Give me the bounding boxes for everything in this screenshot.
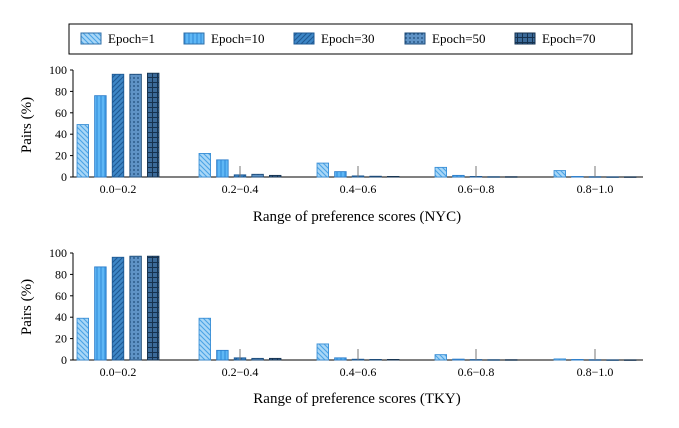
tky-y-axis-title: Pairs (%): [19, 279, 35, 335]
nyc-x-tick-label: 0.6−0.8: [458, 182, 495, 196]
tky-bar-epoch-10: [216, 349, 229, 361]
nyc-bar-epoch-1: [553, 170, 566, 178]
nyc-bar-epoch-50: [251, 173, 264, 178]
tky-bar-epoch-30: [111, 256, 125, 361]
tky-x-tick-label: 0.6−0.8: [458, 365, 495, 379]
tky-bar-epoch-1: [434, 354, 447, 361]
nyc-y-tick-label: 60: [55, 106, 67, 120]
nyc-y-tick-label: 20: [55, 149, 67, 163]
nyc-bar-epoch-50: [487, 176, 500, 178]
nyc-y-tick-label: 100: [49, 63, 67, 77]
tky-bar-epoch-70: [505, 359, 518, 361]
nyc-bar-epoch-10: [334, 171, 347, 178]
tky-x-tick-label: 0.8−1.0: [577, 365, 614, 379]
tky-y-tick-label: 60: [55, 289, 67, 303]
tky-bar-epoch-70: [146, 255, 160, 361]
legend-entry-epoch-1: Epoch=1: [80, 31, 155, 46]
tky-bar-epoch-50: [606, 359, 619, 361]
legend-label-epoch-70: Epoch=70: [542, 31, 596, 46]
nyc-bar-epoch-10: [452, 174, 465, 178]
legend-swatch-epoch-70: [514, 32, 536, 45]
nyc-x-axis-title: Range of preference scores (NYC): [253, 209, 461, 225]
tky-x-tick-label: 0.4−0.6: [340, 365, 377, 379]
tky-bar-epoch-10: [452, 358, 465, 361]
legend-entry-epoch-30: Epoch=30: [293, 31, 375, 46]
legend-label-epoch-1: Epoch=1: [108, 31, 155, 46]
tky-bar-epoch-10: [334, 357, 347, 361]
tky-x-tick-label: 0.0−0.2: [100, 365, 137, 379]
tky-bar-epoch-70: [624, 359, 637, 361]
legend-entry-epoch-10: Epoch=10: [183, 31, 265, 46]
nyc-bar-epoch-30: [111, 73, 125, 178]
legend-box: [68, 23, 633, 55]
nyc-bar-epoch-50: [369, 175, 382, 178]
nyc-x-tick-label: 0.4−0.6: [340, 182, 377, 196]
legend-swatch-epoch-1: [80, 32, 102, 45]
nyc-bar-epoch-1: [76, 124, 90, 178]
nyc-bar-epoch-1: [198, 153, 212, 178]
nyc-y-tick-label: 80: [55, 84, 67, 98]
tky-y-tick-label: 0: [61, 353, 67, 367]
legend-swatch-epoch-50: [404, 32, 426, 45]
tky-bar-epoch-50: [487, 359, 500, 361]
tky-x-axis-title: Range of preference scores (TKY): [253, 391, 460, 407]
nyc-bar-epoch-10: [216, 159, 229, 178]
tky-bar-epoch-1: [316, 343, 329, 361]
nyc-bar-epoch-1: [434, 166, 447, 178]
nyc-x-tick-label: 0.2−0.4: [222, 182, 259, 196]
legend: Epoch=1 Epoch=10 Epoch=30 Epoch=50 Epoch…: [68, 23, 633, 55]
nyc-bar-epoch-50: [129, 73, 142, 178]
tky-y-tick-label: 40: [55, 310, 67, 324]
legend-label-epoch-50: Epoch=50: [432, 31, 486, 46]
tky-bar-epoch-70: [387, 359, 400, 361]
nyc-bar-epoch-1: [316, 162, 329, 178]
tky-bar-epoch-1: [76, 317, 90, 361]
nyc-bar-epoch-70: [505, 176, 518, 178]
tky-bar-epoch-1: [198, 317, 212, 361]
chart-tky: 0 20 40 60 80 100 0.0−0.2 0.2−0.4 0.4−0.6 0.6−0.8…: [49, 246, 643, 379]
nyc-bar-epoch-70: [146, 72, 160, 178]
nyc-y-tick-label: 40: [55, 127, 67, 141]
nyc-bar-epoch-70: [269, 174, 282, 178]
nyc-bar-epoch-50: [606, 176, 619, 178]
legend-swatch-epoch-10: [183, 32, 205, 45]
tky-bar-epoch-70: [269, 357, 282, 361]
nyc-y-tick-label: 0: [61, 170, 67, 184]
tky-bar-epoch-50: [369, 359, 382, 361]
tky-y-tick-label: 80: [55, 267, 67, 281]
legend-swatch-epoch-30: [293, 32, 315, 45]
legend-entry-epoch-70: Epoch=70: [514, 31, 596, 46]
tky-bar-epoch-10: [94, 266, 107, 361]
nyc-bar-epoch-70: [624, 176, 637, 178]
tky-bar-epoch-1: [553, 358, 566, 361]
nyc-bar-epoch-10: [94, 95, 107, 178]
legend-label-epoch-10: Epoch=10: [211, 31, 265, 46]
legend-label-epoch-30: Epoch=30: [321, 31, 375, 46]
tky-x-tick-label: 0.2−0.4: [222, 365, 259, 379]
nyc-bar-epoch-10: [571, 176, 584, 178]
nyc-y-axis-title: Pairs (%): [19, 97, 35, 153]
tky-bar-epoch-10: [571, 359, 584, 361]
nyc-bar-epoch-70: [387, 176, 400, 178]
chart-nyc: 0 20 40 60 80 100 0.0−0.2 0.2−0.4 0.4−0.6 0.6−0.8…: [49, 63, 643, 196]
legend-entry-epoch-50: Epoch=50: [404, 31, 486, 46]
tky-bar-epoch-50: [251, 357, 264, 361]
nyc-x-tick-label: 0.0−0.2: [100, 182, 137, 196]
tky-y-tick-label: 100: [49, 246, 67, 260]
tky-y-tick-label: 20: [55, 332, 67, 346]
tky-bar-epoch-50: [129, 255, 142, 361]
nyc-x-tick-label: 0.8−1.0: [577, 182, 614, 196]
